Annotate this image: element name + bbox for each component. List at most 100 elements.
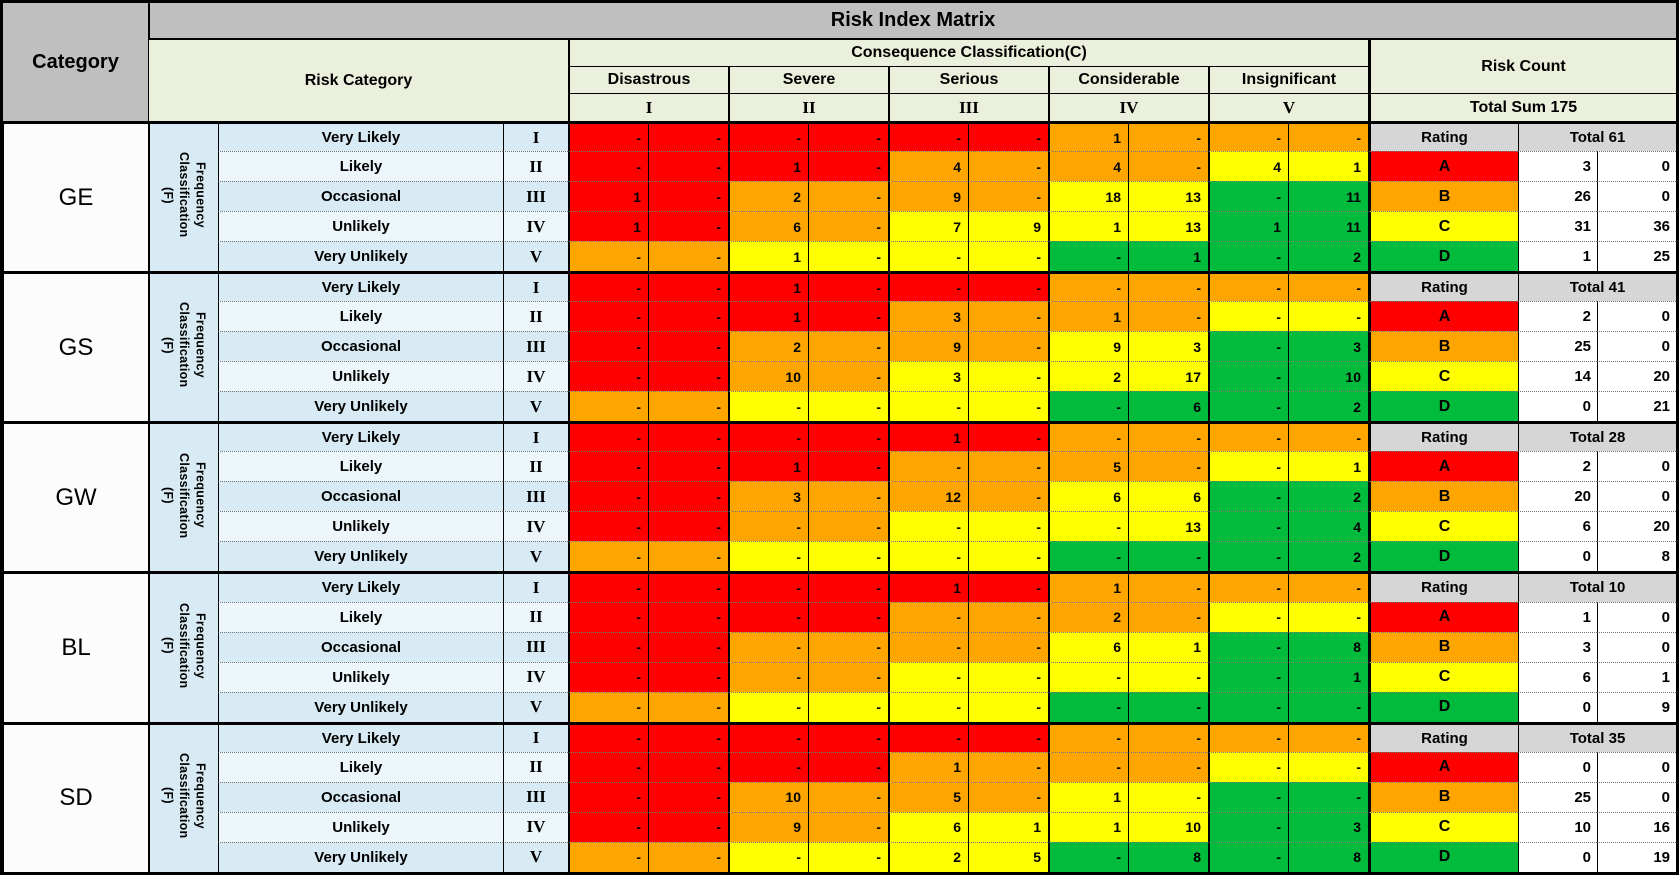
rating-total-cell: 0: [1518, 691, 1597, 722]
matrix-cell: -: [568, 541, 648, 572]
rating-total-cell: 36: [1597, 211, 1677, 242]
rating-total-cell: 16: [1597, 811, 1677, 842]
matrix-cell: 1: [728, 151, 808, 182]
matrix-cell: 2: [1288, 241, 1368, 272]
rating-column-header: Rating: [1368, 571, 1518, 602]
matrix-cell: -: [968, 301, 1048, 332]
matrix-cell: 6: [728, 211, 808, 242]
matrix-cell: -: [968, 601, 1048, 632]
rating-total-cell: 0: [1518, 841, 1597, 872]
block-total-header: Total 10: [1518, 571, 1677, 602]
rating-column-header: Rating: [1368, 121, 1518, 152]
matrix-cell: 9: [728, 811, 808, 842]
rating-total-cell: 0: [1518, 751, 1597, 782]
rating-cell: B: [1368, 781, 1518, 812]
consequence-column-header: Disastrous: [568, 66, 728, 93]
frequency-label-cell: Occasional: [218, 181, 503, 212]
category-column-header: Category: [3, 3, 148, 121]
matrix-cell: -: [808, 451, 888, 482]
frequency-numeral-cell: II: [503, 301, 568, 332]
matrix-cell: -: [1128, 151, 1208, 182]
risk-count-header: Risk Count: [1368, 38, 1677, 93]
consequence-labels-row: Disastrous Severe Serious Considerable Insig…: [3, 66, 1676, 93]
matrix-cell: -: [888, 511, 968, 542]
matrix-cell: -: [648, 631, 728, 662]
matrix-cell: 2: [728, 181, 808, 212]
matrix-cell: -: [1208, 121, 1288, 152]
matrix-cell: -: [1048, 661, 1128, 692]
block-total-header: Total 41: [1518, 271, 1677, 302]
frequency-numeral-cell: I: [503, 271, 568, 302]
matrix-row: Very Unlikely V - - - - - - - - -2 D 0 8: [3, 541, 1677, 572]
rating-column-header: Rating: [1368, 421, 1518, 452]
matrix-row: GS Frequency Classification (F) Very Likel…: [3, 271, 1677, 422]
matrix-cell: 6: [1128, 481, 1208, 512]
frequency-label-cell: Unlikely: [218, 811, 503, 842]
rating-total-cell: 8: [1597, 541, 1677, 572]
matrix-row: Very Unlikely V - - - -2 5-8-8 D 0 19: [3, 841, 1677, 872]
matrix-cell: 3: [1288, 331, 1368, 362]
rating-cell: A: [1368, 751, 1518, 782]
matrix-cell: 13: [1128, 511, 1208, 542]
matrix-cell: 8: [1288, 631, 1368, 662]
rating-total-cell: 21: [1597, 391, 1677, 422]
matrix-cell: -: [728, 841, 808, 872]
matrix-cell: -: [648, 211, 728, 242]
matrix-cell: 1: [1048, 301, 1128, 332]
matrix-row: Very Unlikely V - -1- - - -1-2 D 1 25: [3, 241, 1677, 272]
matrix-cell: -: [648, 661, 728, 692]
frequency-numeral-cell: IV: [503, 361, 568, 392]
matrix-cell: 10: [1288, 361, 1368, 392]
matrix-cell: -: [728, 511, 808, 542]
frequency-axis-label-cell: Frequency Classification (F): [148, 421, 218, 572]
matrix-cell: 1: [568, 211, 648, 242]
matrix-cell: -: [728, 571, 808, 602]
matrix-cell: -: [1288, 691, 1368, 722]
matrix-cell: 1: [568, 181, 648, 212]
matrix-cell: -: [648, 151, 728, 182]
matrix-cell: 8: [1288, 841, 1368, 872]
matrix-cell: -: [888, 451, 968, 482]
matrix-cell: -: [888, 691, 968, 722]
rating-total-cell: 6: [1518, 511, 1597, 542]
matrix-cell: -: [808, 721, 888, 752]
frequency-axis-label-cell: Frequency Classification (F): [148, 721, 218, 872]
frequency-label-cell: Likely: [218, 301, 503, 332]
frequency-label-cell: Very Unlikely: [218, 241, 503, 272]
matrix-cell: -: [648, 451, 728, 482]
matrix-row: Unlikely IV - -9-6 1 1 10-3 C 10 16: [3, 811, 1677, 842]
frequency-numeral-cell: I: [503, 121, 568, 152]
matrix-cell: -: [968, 721, 1048, 752]
matrix-cell: 13: [1128, 181, 1208, 212]
matrix-cell: -: [1128, 691, 1208, 722]
rating-total-cell: 0: [1597, 181, 1677, 212]
matrix-cell: -: [1208, 451, 1288, 482]
rating-total-cell: 0: [1597, 481, 1677, 512]
matrix-cell: -: [968, 181, 1048, 212]
matrix-cell: -: [968, 121, 1048, 152]
matrix-cell: -: [808, 601, 888, 632]
matrix-cell: -: [1208, 331, 1288, 362]
rating-cell: D: [1368, 541, 1518, 572]
frequency-numeral-cell: I: [503, 721, 568, 752]
matrix-cell: -: [968, 451, 1048, 482]
frequency-numeral-cell: III: [503, 631, 568, 662]
frequency-numeral-cell: V: [503, 241, 568, 272]
matrix-cell: -: [648, 841, 728, 872]
matrix-cell: -: [568, 361, 648, 392]
block-total-header: Total 35: [1518, 721, 1677, 752]
frequency-numeral-cell: V: [503, 541, 568, 572]
matrix-cell: -: [808, 541, 888, 572]
matrix-cell: -: [568, 481, 648, 512]
matrix-cell: -: [1288, 721, 1368, 752]
rating-total-cell: 0: [1597, 331, 1677, 362]
rating-total-cell: 26: [1518, 181, 1597, 212]
matrix-cell: -: [648, 481, 728, 512]
matrix-cell: 9: [1048, 331, 1128, 362]
matrix-cell: -: [648, 511, 728, 542]
category-cell: BL: [3, 571, 148, 722]
matrix-cell: -: [888, 271, 968, 302]
matrix-cell: -: [1128, 721, 1208, 752]
frequency-label-cell: Unlikely: [218, 511, 503, 542]
matrix-cell: -: [728, 391, 808, 422]
